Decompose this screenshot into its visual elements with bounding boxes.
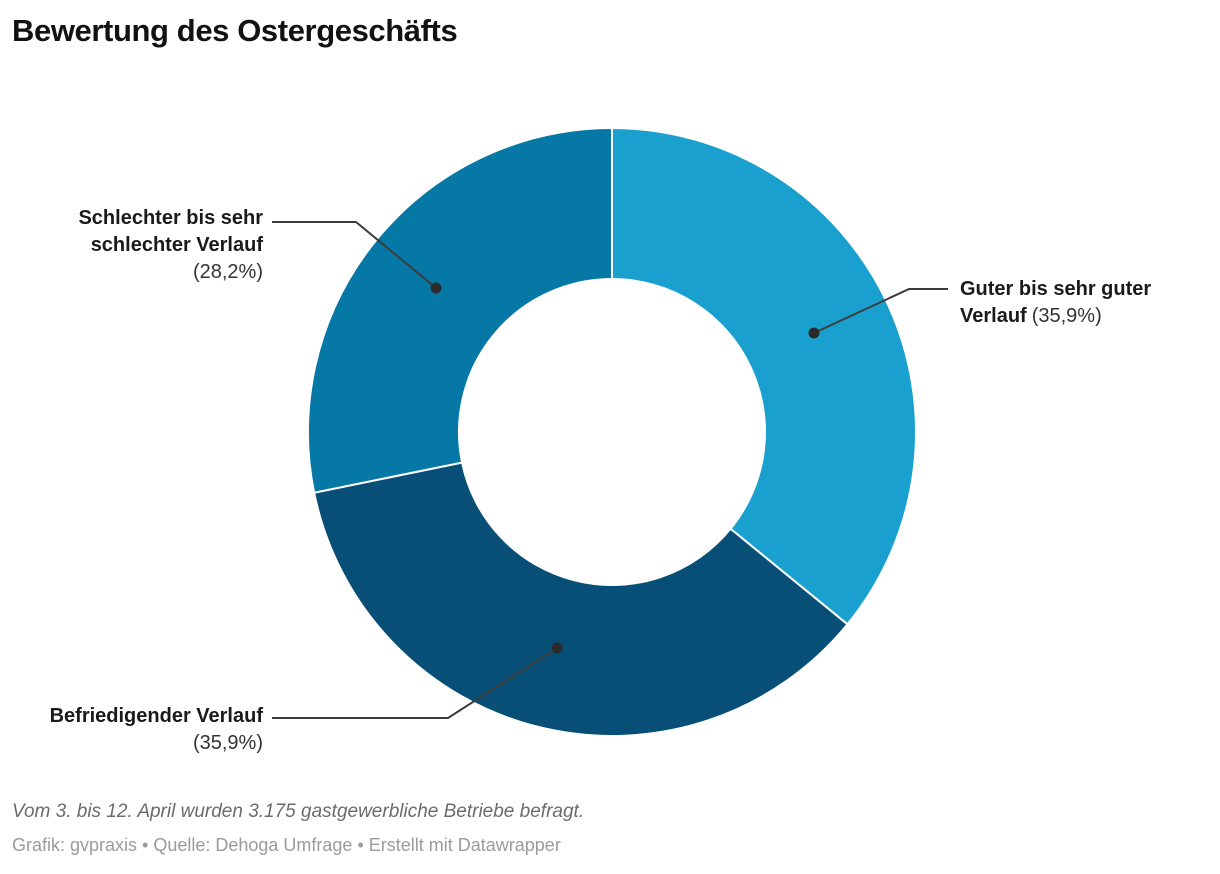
callout-guter-percent: (35,9%) (1031, 305, 1102, 327)
callout-schlechter-percent: (28,2%) (192, 261, 263, 283)
callout-dot-befriedigender (551, 642, 563, 654)
callout-dot-guter (808, 327, 820, 339)
callout-dot-schlechter (430, 282, 442, 294)
callout-connector-befriedigender (272, 647, 558, 719)
donut-slice-3[interactable] (307, 126, 613, 494)
chart-title: Bewertung des Ostergeschäfts (12, 13, 458, 48)
chart-note: Vom 3. bis 12. April wurden 3.175 gastge… (12, 801, 585, 822)
callout-befriedigender-label: Befriedigender Verlauf (49, 705, 263, 727)
callout-connector-guter (813, 288, 948, 334)
chart-byline: Grafik: gvpraxis • Quelle: Dehoga Umfrag… (12, 835, 561, 855)
callout-schlechter-verlauf: Schlechter bis sehr schlechter Verlauf (2… (78, 205, 263, 286)
callout-connector-schlechter (272, 221, 437, 289)
callout-guter-label: Guter bis sehr guter Verlauf (960, 278, 1152, 327)
callout-befriedigender-percent: (35,9%) (192, 732, 263, 754)
callout-schlechter-label: Schlechter bis sehr schlechter Verlauf (78, 207, 263, 256)
callout-guter-verlauf: Guter bis sehr guter Verlauf (35,9%) (960, 276, 1151, 330)
donut-slice-2[interactable] (312, 461, 849, 737)
callout-befriedigender-verlauf: Befriedigender Verlauf (35,9%) (50, 703, 263, 757)
donut-slice-1[interactable] (611, 126, 917, 626)
